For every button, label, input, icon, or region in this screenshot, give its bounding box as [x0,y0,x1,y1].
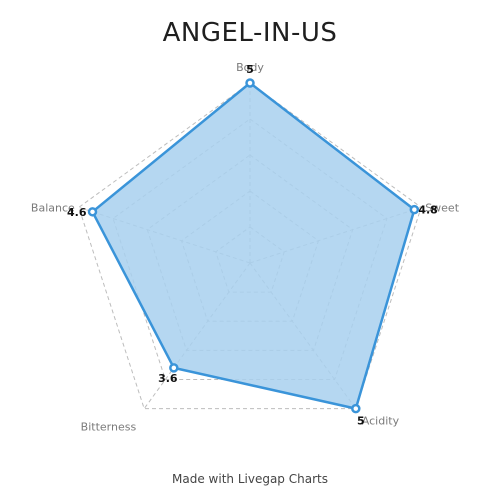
chart-credit: Made with Livegap Charts [172,472,328,486]
grid-ring-5 [78,82,422,410]
data-point-0 [245,78,255,88]
data-label-sweet: 4.8 [418,204,438,217]
series-area [91,81,416,410]
data-point-1 [409,204,420,215]
data-label-bitterness: 3.6 [158,372,178,385]
data-point-4 [87,207,98,217]
chart-title: ANGEL-IN-US [162,18,338,48]
data-label-balance: 4.6 [67,206,87,219]
axis-label-body: Body [236,61,264,74]
axis-label-sweet: Sweet [425,201,460,214]
axis-label-bitterness: Bitterness [81,421,137,434]
axis-label-balance: Balance [31,201,75,214]
axis-label-acidity: Acidity [362,415,400,428]
data-point-2 [351,403,361,414]
data-point-3 [169,363,179,373]
data-label-acidity: 5 [357,415,365,428]
data-label-body: 5 [246,63,254,76]
